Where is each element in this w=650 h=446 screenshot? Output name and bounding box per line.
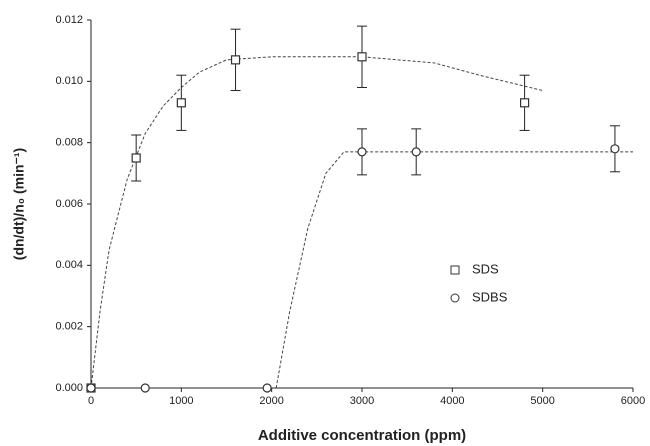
data-point (357, 52, 367, 62)
legend-label: SDBS (472, 289, 508, 304)
data-point (86, 383, 96, 393)
y-tick-label: 0.012 (55, 14, 83, 26)
y-axis-label: (dn/dt)/n₀ (min⁻¹) (11, 148, 27, 260)
legend-marker (450, 265, 460, 275)
data-point (411, 147, 421, 157)
x-tick-label: 3000 (350, 395, 374, 407)
data-point (519, 98, 530, 108)
data-point (131, 153, 141, 163)
x-tick-label: 2000 (259, 395, 283, 407)
x-tick-label: 0 (88, 395, 94, 407)
x-tick-label: 5000 (530, 395, 554, 407)
x-tick-label: 1000 (169, 395, 193, 407)
legend-label: SDS (472, 261, 499, 276)
data-point (610, 144, 620, 154)
y-tick-label: 0.000 (55, 382, 83, 394)
y-tick-label: 0.004 (55, 259, 83, 271)
y-tick-label: 0.006 (55, 198, 83, 210)
legend-marker (450, 293, 460, 303)
y-tick-label: 0.002 (55, 321, 83, 333)
fit-curve (90, 56, 543, 389)
data-point (140, 383, 150, 393)
x-tick-label: 4000 (440, 395, 464, 407)
data-point (262, 383, 272, 393)
y-tick-label: 0.008 (55, 137, 83, 149)
data-point (176, 98, 186, 108)
data-point (230, 55, 241, 65)
x-tick-label: 6000 (621, 395, 645, 407)
x-axis-label: Additive concentration (ppm) (258, 427, 466, 444)
data-point (357, 147, 367, 157)
y-tick-label: 0.010 (55, 75, 83, 87)
